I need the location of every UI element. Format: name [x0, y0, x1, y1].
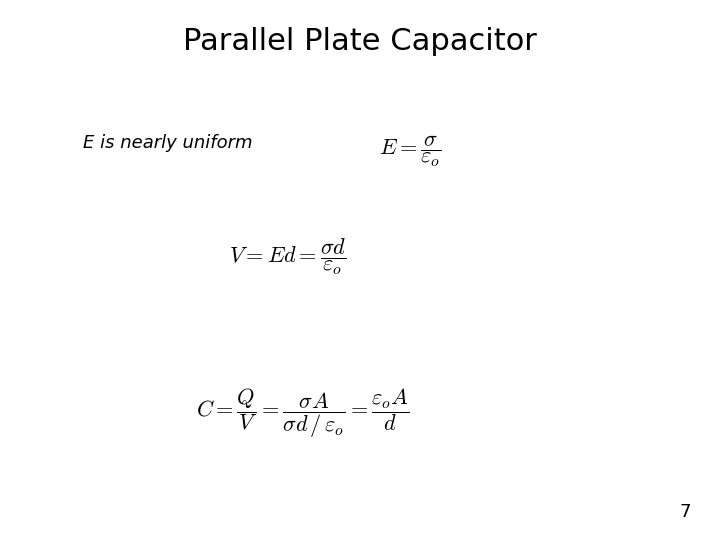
- Text: $C = \dfrac{Q}{V} = \dfrac{\sigma A}{\sigma d\,/\,\varepsilon_o} = \dfrac{\varep: $C = \dfrac{Q}{V} = \dfrac{\sigma A}{\si…: [196, 386, 409, 440]
- Text: $V = Ed = \dfrac{\sigma d}{\varepsilon_o}$: $V = Ed = \dfrac{\sigma d}{\varepsilon_o…: [230, 236, 346, 277]
- Text: $E = \dfrac{\sigma}{\varepsilon_o}$: $E = \dfrac{\sigma}{\varepsilon_o}$: [379, 133, 442, 169]
- Text: Parallel Plate Capacitor: Parallel Plate Capacitor: [183, 27, 537, 56]
- Text: 7: 7: [680, 503, 691, 521]
- Text: E is nearly uniform: E is nearly uniform: [83, 134, 252, 152]
